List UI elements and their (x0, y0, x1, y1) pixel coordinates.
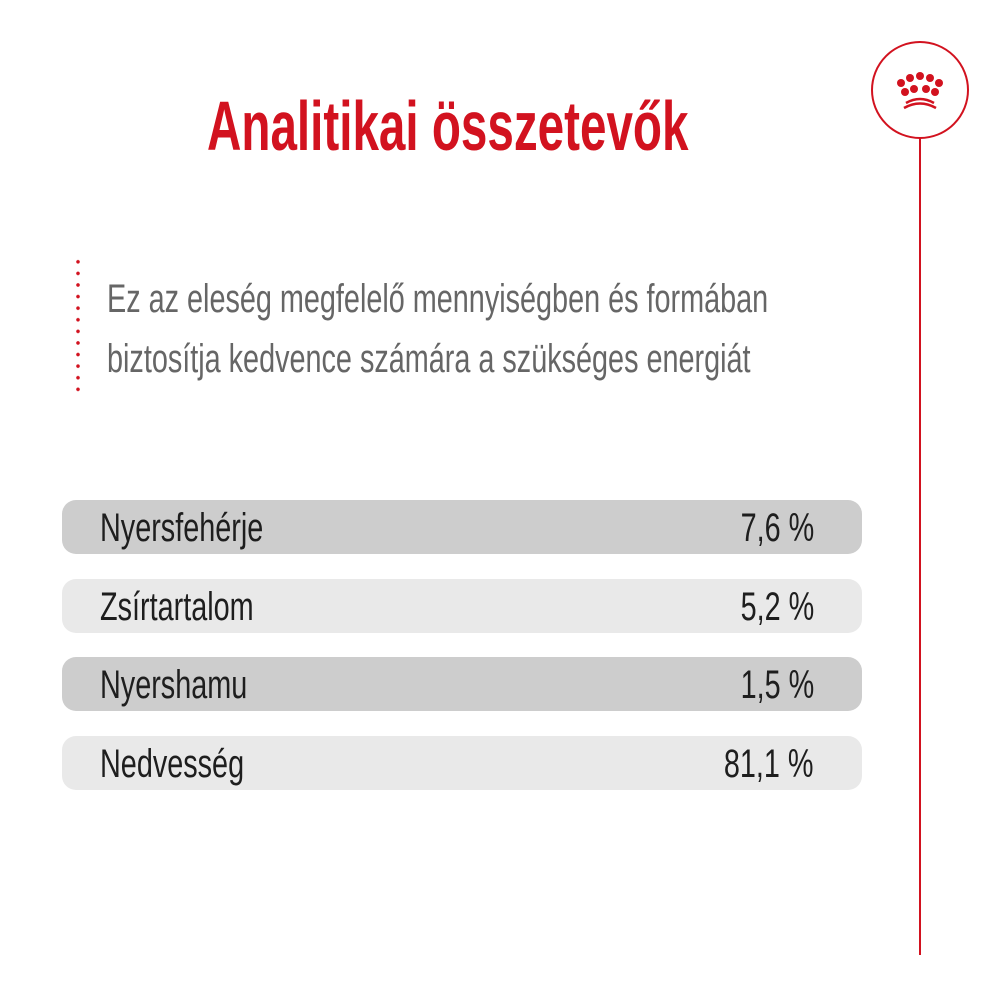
row-label: Nyersfehérje (100, 506, 264, 550)
dotted-divider (76, 256, 80, 394)
description-line-1: Ez az eleség megfelelő mennyiségben és f… (107, 274, 1000, 324)
table-row: Zsírtartalom 5,2 % (62, 579, 862, 633)
description-line-2: biztosítja kedvence számára a szükséges … (107, 334, 1000, 384)
row-value: 5,2 % (740, 585, 814, 629)
description-text: biztosítja kedvence számára a szükséges … (107, 337, 751, 381)
row-value: 81,1 % (724, 742, 814, 786)
row-label: Nyershamu (100, 663, 248, 707)
table-row: Nyershamu 1,5 % (62, 657, 862, 711)
crown-icon (871, 41, 969, 955)
table-row: Nyersfehérje 7,6 % (62, 500, 862, 554)
row-value: 7,6 % (740, 506, 814, 550)
row-label: Zsírtartalom (100, 585, 254, 629)
row-value: 1,5 % (740, 663, 814, 707)
description-text: Ez az eleség megfelelő mennyiségben és f… (107, 277, 769, 321)
title-text: Analitikai összetevők (207, 87, 689, 165)
table-row: Nedvesség 81,1 % (62, 736, 862, 790)
page-title: Analitikai összetevők (207, 86, 915, 166)
row-label: Nedvesség (100, 742, 245, 786)
